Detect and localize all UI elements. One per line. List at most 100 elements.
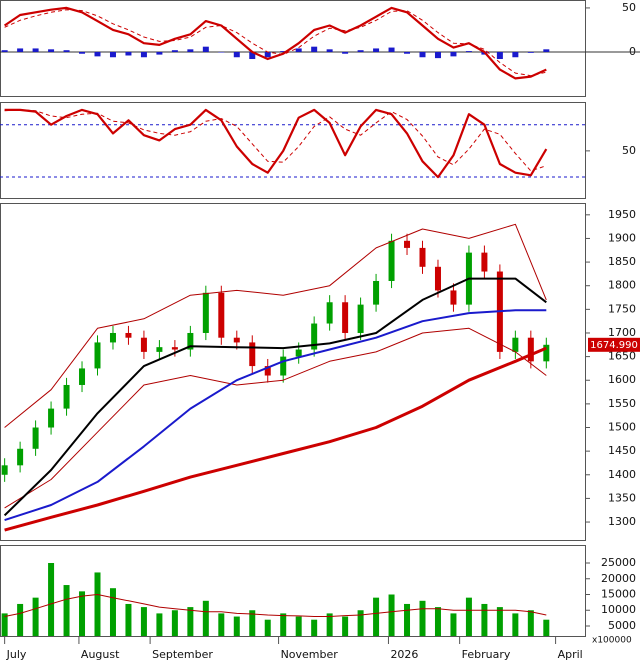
candle-body (63, 384, 70, 409)
bar (156, 613, 163, 636)
bar (79, 51, 86, 54)
bar (94, 51, 101, 57)
y-tick-label: 1550 (608, 397, 636, 410)
bar (465, 597, 472, 636)
bar (326, 613, 333, 636)
candle-body (311, 323, 318, 350)
last-price-box (588, 337, 640, 352)
candle-body (373, 280, 380, 305)
x-tick-label: February (462, 648, 511, 661)
y-tick-label: 50 (622, 144, 636, 157)
candle-body (17, 448, 24, 466)
bar (48, 49, 55, 52)
bar (1, 50, 8, 52)
line (3, 277, 547, 517)
line (3, 6, 547, 80)
line (4, 223, 547, 428)
bar (342, 616, 349, 636)
x-tick-label: July (6, 648, 27, 661)
bar (311, 619, 318, 636)
candle-body (419, 247, 426, 267)
bar (373, 597, 380, 636)
bar (94, 572, 101, 636)
y-tick-label: 5000 (608, 619, 636, 632)
bar (202, 46, 209, 52)
y-tick-label: 1850 (608, 255, 636, 268)
bar (264, 619, 271, 636)
bar (125, 51, 132, 56)
bar (233, 616, 240, 636)
line (4, 594, 547, 617)
bar (233, 51, 240, 58)
bar (388, 47, 395, 52)
candle-body (48, 408, 55, 428)
bar (419, 51, 426, 58)
candle-body (543, 344, 550, 362)
bar (434, 51, 441, 59)
bar (202, 600, 209, 636)
candle-body (79, 368, 86, 385)
bar (326, 49, 333, 52)
candle-body (404, 240, 411, 248)
candle-body (450, 290, 457, 305)
bar (512, 613, 519, 636)
y-tick-label: 50 (622, 1, 636, 14)
y-tick-label: 20000 (601, 572, 636, 585)
candle-body (94, 342, 101, 369)
bar (264, 51, 271, 58)
bar (48, 563, 55, 636)
bar (496, 607, 503, 636)
y-tick-label: 1650 (608, 350, 636, 363)
bar (156, 51, 163, 55)
candle-body (187, 332, 194, 350)
bar (543, 619, 550, 636)
bar (342, 51, 349, 54)
y-tick-label: 1300 (608, 515, 636, 528)
line (4, 346, 547, 532)
candle-body (171, 347, 178, 350)
bar (450, 51, 457, 57)
bar (218, 51, 225, 53)
candle-body (140, 337, 147, 352)
line (4, 309, 547, 522)
bar (79, 591, 86, 636)
line (4, 9, 547, 77)
bar (280, 51, 287, 52)
bar (527, 51, 534, 53)
bar (249, 51, 256, 60)
bar (109, 51, 116, 58)
y-tick-label: 1350 (608, 491, 636, 504)
bar (249, 610, 256, 636)
candle-body (202, 292, 209, 333)
bar (404, 51, 411, 54)
candle-body (357, 304, 364, 333)
x-tick-label: September (152, 648, 213, 661)
bar (140, 607, 147, 636)
candle-body (481, 252, 488, 272)
y-tick-label: 1950 (608, 208, 636, 221)
bar (373, 48, 380, 52)
y-tick-label: 1500 (608, 421, 636, 434)
line (4, 327, 547, 509)
candle-body (512, 337, 519, 352)
y-tick-label: 1700 (608, 326, 636, 339)
bar (295, 48, 302, 52)
bar (404, 603, 411, 636)
y-tick-label: 1800 (608, 279, 636, 292)
volume-panel (0, 545, 586, 637)
candle-body (249, 342, 256, 367)
bar (63, 50, 70, 52)
bar (140, 51, 147, 58)
bar (280, 613, 287, 636)
x-tick-label: August (81, 648, 120, 661)
candle-body (156, 347, 163, 352)
bar (465, 51, 472, 52)
bar (311, 46, 318, 52)
y-tick-label: 1450 (608, 444, 636, 457)
bar (295, 616, 302, 636)
bar (543, 49, 550, 52)
bar (109, 588, 116, 636)
y-tick-label: 15000 (601, 588, 636, 601)
